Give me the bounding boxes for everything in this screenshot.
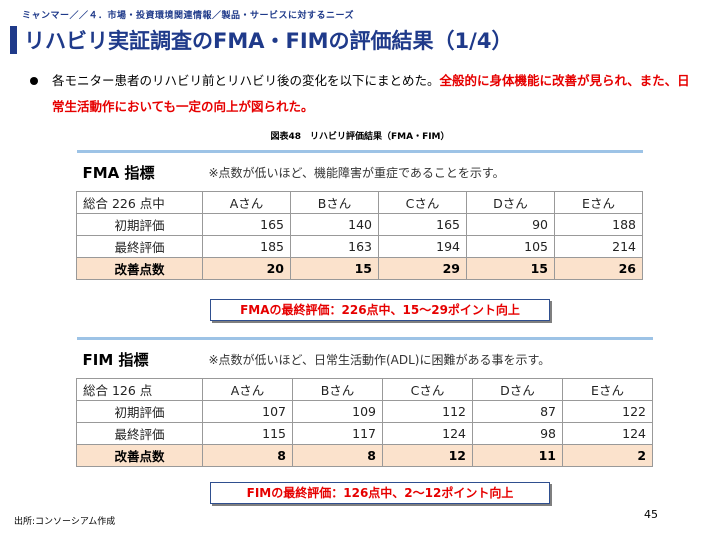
bullet-text-highlight: 全般的に身体機能に改善が見られ、また、日常生活動作においても一定の向上が図られた… <box>52 73 690 114</box>
fma-row-label: 初期評価 <box>76 213 203 236</box>
table-row: 最終評価 115 117 124 98 124 <box>76 422 654 445</box>
fma-patient-header: Dさん <box>466 191 555 214</box>
fim-improvement-cell: 8 <box>202 444 293 467</box>
fim-cell: 124 <box>382 422 473 445</box>
fim-cell: 112 <box>382 400 473 423</box>
fim-result-box: FIMの最終評価：126点中、2～12ポイント向上 <box>210 482 550 504</box>
fma-patient-header: Aさん <box>202 191 291 214</box>
fma-total-label: 総合 226 点中 <box>76 191 203 214</box>
breadcrumb: ミャンマー／／４．市場・投資環境関連情報／製品・サービスに対するニーズ <box>22 11 355 21</box>
bullet-text-normal: 各モニター患者のリハビリ前とリハビリ後の変化を以下にまとめた。 <box>52 73 440 88</box>
fim-cell: 87 <box>472 400 563 423</box>
fma-improvement-cell: 20 <box>202 257 291 280</box>
fim-cell: 124 <box>561 422 654 445</box>
fma-cell: 214 <box>553 235 644 258</box>
fim-cell: 107 <box>202 400 293 423</box>
page-number: 45 <box>644 508 658 521</box>
fma-improvement-cell: 15 <box>290 257 379 280</box>
fim-table: FIM 指標 ※点数が低いほど、日常生活動作(ADL)に困難がある事を示す。 総… <box>76 337 654 467</box>
bullet-paragraph: 各モニター患者のリハビリ前とリハビリ後の変化を以下にまとめた。全般的に身体機能に… <box>30 68 690 120</box>
fim-cell: 109 <box>292 400 383 423</box>
fma-cell: 105 <box>466 235 555 258</box>
source-note: 出所:コンソーシアム作成 <box>14 517 116 527</box>
fim-patient-header: Dさん <box>472 378 563 401</box>
fma-improvement-label: 改善点数 <box>76 257 203 280</box>
fim-cell: 117 <box>292 422 383 445</box>
fma-table: FMA 指標 ※点数が低いほど、機能障害が重症であることを示す。 総合 226 … <box>76 150 644 280</box>
fim-cell: 122 <box>561 400 654 423</box>
fma-note: ※点数が低いほど、機能障害が重症であることを示す。 <box>202 150 643 192</box>
title-accent-bar <box>10 26 17 54</box>
fim-total-label: 総合 126 点 <box>76 378 203 401</box>
fim-note: ※点数が低いほど、日常生活動作(ADL)に困難がある事を示す。 <box>202 337 653 379</box>
fma-improvement-cell: 29 <box>378 257 467 280</box>
page-title: リハビリ実証調査のFMA・FIMの評価結果（1/4） <box>24 29 513 53</box>
figure-caption: 図表48 リハビリ評価結果（FMA・FIM） <box>270 132 450 142</box>
fim-patient-header: Bさん <box>292 378 383 401</box>
table-row: 初期評価 165 140 165 90 188 <box>76 213 644 236</box>
fim-improvement-label: 改善点数 <box>76 444 203 467</box>
fim-row-label: 初期評価 <box>76 400 203 423</box>
fim-improvement-cell: 11 <box>472 444 563 467</box>
fma-patient-header: Bさん <box>290 191 379 214</box>
fma-cell: 140 <box>290 213 379 236</box>
fim-improvement-cell: 2 <box>561 444 654 467</box>
fma-heading: FMA 指標 <box>76 150 203 192</box>
bullet-text: 各モニター患者のリハビリ前とリハビリ後の変化を以下にまとめた。全般的に身体機能に… <box>52 68 690 120</box>
fma-patient-header: Eさん <box>553 191 644 214</box>
fim-heading: FIM 指標 <box>76 337 203 379</box>
fim-row-label: 最終評価 <box>76 422 203 445</box>
table-row: 初期評価 107 109 112 87 122 <box>76 400 654 423</box>
fma-row-label: 最終評価 <box>76 235 203 258</box>
fim-cell: 98 <box>472 422 563 445</box>
table-row: 最終評価 185 163 194 105 214 <box>76 235 644 258</box>
fma-result-box: FMAの最終評価：226点中、15～29ポイント向上 <box>210 299 550 321</box>
fim-patient-header: Eさん <box>561 378 654 401</box>
bullet-dot-icon <box>30 77 38 85</box>
fma-patient-header: Cさん <box>378 191 467 214</box>
fma-cell: 165 <box>378 213 467 236</box>
fim-patient-header: Aさん <box>202 378 293 401</box>
fma-improvement-cell: 26 <box>553 257 644 280</box>
fma-cell: 194 <box>378 235 467 258</box>
fim-patient-header: Cさん <box>382 378 473 401</box>
fma-improvement-cell: 15 <box>466 257 555 280</box>
fim-improvement-cell: 12 <box>382 444 473 467</box>
fim-improvement-cell: 8 <box>292 444 383 467</box>
fma-cell: 90 <box>466 213 555 236</box>
fma-cell: 163 <box>290 235 379 258</box>
table-row: 改善点数 8 8 12 11 2 <box>76 444 654 467</box>
table-row: 改善点数 20 15 29 15 26 <box>76 257 644 280</box>
fim-cell: 115 <box>202 422 293 445</box>
fma-cell: 185 <box>202 235 291 258</box>
fma-cell: 165 <box>202 213 291 236</box>
fma-cell: 188 <box>553 213 644 236</box>
